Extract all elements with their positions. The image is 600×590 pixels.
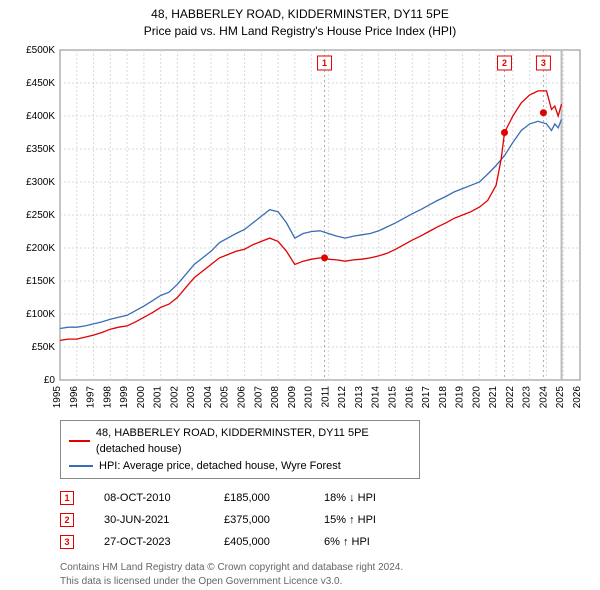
title-line2: Price paid vs. HM Land Registry's House … [10, 23, 590, 40]
sale-row-3: 3 27-OCT-2023 £405,000 6% ↑ HPI [60, 531, 590, 553]
svg-text:2014: 2014 [371, 385, 382, 408]
svg-text:2017: 2017 [421, 385, 432, 408]
svg-text:2018: 2018 [438, 385, 449, 408]
svg-text:1: 1 [322, 58, 327, 68]
sale-date-1: 08-OCT-2010 [104, 492, 194, 504]
svg-text:2020: 2020 [471, 385, 482, 408]
svg-text:2024: 2024 [538, 385, 549, 408]
svg-text:1995: 1995 [52, 385, 63, 408]
sale-marker-2: 2 [60, 513, 74, 527]
sale-marker-1: 1 [60, 491, 74, 505]
svg-text:2002: 2002 [169, 385, 180, 408]
svg-text:2: 2 [502, 58, 507, 68]
svg-text:2001: 2001 [153, 385, 164, 408]
svg-text:£500K: £500K [26, 45, 55, 56]
svg-text:2026: 2026 [572, 385, 583, 408]
chart-title: 48, HABBERLEY ROAD, KIDDERMINSTER, DY11 … [10, 6, 590, 40]
sale-delta-1: 18% ↓ HPI [324, 492, 404, 504]
svg-text:2016: 2016 [404, 385, 415, 408]
svg-text:£350K: £350K [26, 144, 55, 155]
svg-text:£250K: £250K [26, 210, 55, 221]
svg-text:2015: 2015 [387, 385, 398, 408]
legend-label-property: 48, HABBERLEY ROAD, KIDDERMINSTER, DY11 … [96, 425, 411, 458]
legend: 48, HABBERLEY ROAD, KIDDERMINSTER, DY11 … [60, 420, 420, 480]
legend-label-hpi: HPI: Average price, detached house, Wyre… [99, 458, 341, 475]
svg-text:1996: 1996 [69, 385, 80, 408]
title-line1: 48, HABBERLEY ROAD, KIDDERMINSTER, DY11 … [10, 6, 590, 23]
svg-text:£450K: £450K [26, 78, 55, 89]
svg-text:2025: 2025 [555, 385, 566, 408]
chart: £0 £50K £100K £150K £200K £250K £300K £350K £400… [10, 44, 590, 414]
sales-table: 1 08-OCT-2010 £185,000 18% ↓ HPI 2 30-JU… [60, 487, 590, 553]
sale-price-2: £375,000 [224, 514, 294, 526]
svg-text:2008: 2008 [270, 385, 281, 408]
svg-text:3: 3 [541, 58, 546, 68]
footer: Contains HM Land Registry data © Crown c… [60, 561, 590, 589]
sale-delta-2: 15% ↑ HPI [324, 514, 404, 526]
svg-text:2006: 2006 [237, 385, 248, 408]
svg-text:1998: 1998 [102, 385, 113, 408]
svg-text:2022: 2022 [505, 385, 516, 408]
svg-text:2009: 2009 [287, 385, 298, 408]
sale-price-3: £405,000 [224, 536, 294, 548]
sale-row-1: 1 08-OCT-2010 £185,000 18% ↓ HPI [60, 487, 590, 509]
svg-text:2023: 2023 [522, 385, 533, 408]
svg-text:£0: £0 [44, 375, 56, 386]
chart-svg: £0 £50K £100K £150K £200K £250K £300K £350K £400… [10, 44, 590, 414]
svg-text:2003: 2003 [186, 385, 197, 408]
svg-text:£100K: £100K [26, 309, 55, 320]
svg-text:£400K: £400K [26, 111, 55, 122]
sale-marker-3: 3 [60, 535, 74, 549]
footer-line2: This data is licensed under the Open Gov… [60, 575, 590, 589]
sale-date-2: 30-JUN-2021 [104, 514, 194, 526]
svg-text:1997: 1997 [86, 385, 97, 408]
svg-text:£150K: £150K [26, 276, 55, 287]
sale-date-3: 27-OCT-2023 [104, 536, 194, 548]
footer-line1: Contains HM Land Registry data © Crown c… [60, 561, 590, 575]
sale-price-1: £185,000 [224, 492, 294, 504]
sale-delta-3: 6% ↑ HPI [324, 536, 404, 548]
legend-swatch-property [69, 440, 90, 442]
svg-text:£300K: £300K [26, 177, 55, 188]
legend-item-hpi: HPI: Average price, detached house, Wyre… [69, 458, 411, 475]
svg-text:2000: 2000 [136, 385, 147, 408]
svg-text:£200K: £200K [26, 243, 55, 254]
svg-text:2012: 2012 [337, 385, 348, 408]
sale-row-2: 2 30-JUN-2021 £375,000 15% ↑ HPI [60, 509, 590, 531]
legend-item-property: 48, HABBERLEY ROAD, KIDDERMINSTER, DY11 … [69, 425, 411, 458]
svg-text:2005: 2005 [220, 385, 231, 408]
svg-text:2010: 2010 [304, 385, 315, 408]
svg-text:2011: 2011 [320, 385, 331, 407]
svg-text:1999: 1999 [119, 385, 130, 408]
svg-text:2019: 2019 [455, 385, 466, 408]
svg-text:2007: 2007 [253, 385, 264, 408]
svg-text:2004: 2004 [203, 385, 214, 408]
svg-text:2013: 2013 [354, 385, 365, 408]
legend-swatch-hpi [69, 465, 93, 467]
svg-text:£50K: £50K [32, 342, 56, 353]
svg-text:2021: 2021 [488, 385, 499, 408]
